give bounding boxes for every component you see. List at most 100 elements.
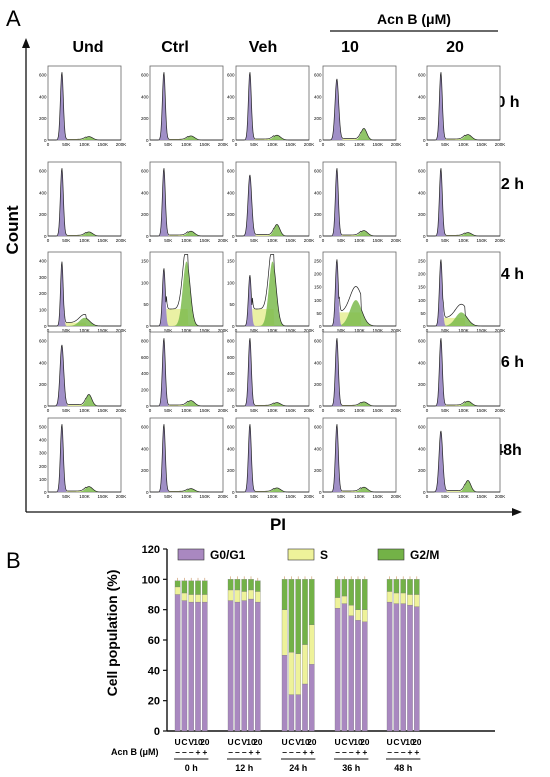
y-tick-label: 20 bbox=[148, 696, 160, 708]
histogram-1-1: 0 200 400 600 0 50K 100K 150K 200K bbox=[141, 161, 228, 243]
x-tick-label: 100K bbox=[458, 142, 469, 147]
x-tick-label: 0 bbox=[47, 408, 50, 413]
bar-segment-s bbox=[348, 604, 354, 616]
treatment-sign: – bbox=[242, 747, 247, 757]
x-tick-label: 0 bbox=[322, 142, 325, 147]
y-tick-label: 600 bbox=[227, 355, 235, 360]
y-tick-label: 600 bbox=[39, 339, 47, 344]
bar-segment-g0-g1 bbox=[386, 601, 393, 732]
treatment-sign: – bbox=[349, 747, 354, 757]
y-tick-label: 400 bbox=[39, 360, 47, 365]
y-tick-label: 200 bbox=[227, 388, 235, 393]
x-tick-label: 50K bbox=[441, 408, 449, 413]
x-tick-label: 50K bbox=[337, 142, 345, 147]
y-tick-label: 400 bbox=[227, 371, 235, 376]
bar-label: 20 bbox=[253, 737, 263, 747]
legend-label: G0/G1 bbox=[210, 548, 246, 562]
x-tick-label: 200K bbox=[391, 408, 402, 413]
x-tick-label: 200K bbox=[304, 408, 315, 413]
total-fit-outline bbox=[150, 254, 223, 327]
x-tick-label: 200K bbox=[304, 142, 315, 147]
bar-label: 20 bbox=[200, 737, 210, 747]
x-tick-label: 50K bbox=[250, 328, 258, 333]
bar-segment-s bbox=[281, 609, 288, 656]
column-label-ctrl: Ctrl bbox=[161, 39, 189, 56]
y-tick-label: 250 bbox=[314, 259, 322, 264]
y-tick-label: 0 bbox=[319, 490, 322, 495]
total-fit-outline bbox=[48, 424, 121, 493]
y-tick-label: 600 bbox=[418, 425, 426, 430]
x-tick-label: 150K bbox=[199, 142, 210, 147]
g2m-phase-area bbox=[236, 402, 309, 406]
treatment-sign: + bbox=[202, 747, 207, 757]
x-tick-label: 150K bbox=[199, 238, 210, 243]
x-tick-label: 200K bbox=[116, 408, 127, 413]
x-tick-label: 0 bbox=[235, 408, 238, 413]
x-tick-label: 150K bbox=[199, 328, 210, 333]
y-tick-label: 150 bbox=[314, 285, 322, 290]
x-tick-label: 100K bbox=[181, 328, 192, 333]
x-tick-label: 50K bbox=[250, 408, 258, 413]
bar-segment-g0-g1 bbox=[309, 664, 315, 732]
y-tick-label: 200 bbox=[141, 468, 149, 473]
histogram-0-1: 0 200 400 600 0 50K 100K 150K 200K bbox=[141, 65, 228, 147]
bar-segment-s bbox=[255, 591, 261, 603]
bar-segment-s bbox=[295, 653, 301, 695]
g1-phase-area bbox=[427, 430, 500, 492]
y-tick-label: 200 bbox=[314, 468, 322, 473]
x-tick-label: 100K bbox=[181, 494, 192, 499]
histogram-4-3: 0 200 400 600 0 50K 100K 150K 200K bbox=[314, 417, 401, 499]
y-tick-label: 200 bbox=[418, 468, 426, 473]
bar-segment-g0-g1 bbox=[414, 606, 420, 732]
total-fit-outline bbox=[427, 430, 500, 493]
x-tick-label: 150K bbox=[199, 494, 210, 499]
y-tick-label: 0 bbox=[44, 404, 47, 409]
y-tick-label: 600 bbox=[314, 425, 322, 430]
x-tick-label: 200K bbox=[304, 238, 315, 243]
g1-phase-area bbox=[150, 338, 223, 406]
y-tick-label: 0 bbox=[423, 138, 426, 143]
legend-swatch bbox=[287, 548, 315, 561]
y-tick-label: 0 bbox=[232, 324, 235, 329]
bar-label: U bbox=[175, 737, 181, 747]
y-tick-label: 0 bbox=[44, 234, 47, 239]
panel-a-label: A bbox=[6, 6, 21, 31]
row-label-0h: 0 h bbox=[496, 94, 519, 111]
bar-segment-s bbox=[248, 589, 254, 600]
total-fit-outline bbox=[236, 72, 309, 141]
histogram-3-3: 0 200 400 600 0 50K 100K 150K 200K bbox=[314, 331, 402, 413]
x-tick-label: 50K bbox=[62, 408, 70, 413]
bar-segment-s bbox=[309, 624, 315, 665]
bar-segment-g0-g1 bbox=[234, 601, 241, 732]
y-tick-label: 500 bbox=[39, 425, 47, 430]
x-tick-label: 100K bbox=[79, 238, 90, 243]
y-tick-label: 600 bbox=[418, 339, 426, 344]
x-tick-label: 50K bbox=[441, 328, 449, 333]
x-tick-label: 0 bbox=[149, 408, 152, 413]
x-tick-label: 100K bbox=[267, 408, 278, 413]
bar-segment-s bbox=[393, 592, 400, 604]
bar-segment-s bbox=[241, 591, 247, 601]
total-fit-outline bbox=[48, 168, 121, 237]
x-tick-label: 100K bbox=[458, 494, 469, 499]
y-tick-label: 200 bbox=[141, 212, 149, 217]
y-tick-label: 0 bbox=[423, 234, 426, 239]
y-tick-label: 800 bbox=[141, 339, 149, 344]
y-tick-label: 600 bbox=[141, 73, 149, 78]
total-fit-outline bbox=[323, 338, 396, 407]
treatment-sign: – bbox=[189, 747, 194, 757]
bar-segment-g2-m bbox=[181, 580, 188, 594]
bar-segment-g2-m bbox=[393, 579, 400, 594]
total-fit-outline bbox=[150, 72, 223, 141]
y-tick-label: 50 bbox=[229, 302, 235, 307]
y-tick-label: 100 bbox=[39, 308, 47, 313]
x-tick-label: 50K bbox=[62, 494, 70, 499]
x-tick-label: 150K bbox=[285, 238, 296, 243]
y-tick-label: 600 bbox=[141, 355, 149, 360]
total-fit-outline bbox=[150, 338, 223, 407]
y-tick-label: 200 bbox=[39, 382, 47, 387]
x-tick-label: 50K bbox=[337, 494, 345, 499]
y-tick-label: 200 bbox=[418, 212, 426, 217]
bar-label: V bbox=[188, 737, 194, 747]
